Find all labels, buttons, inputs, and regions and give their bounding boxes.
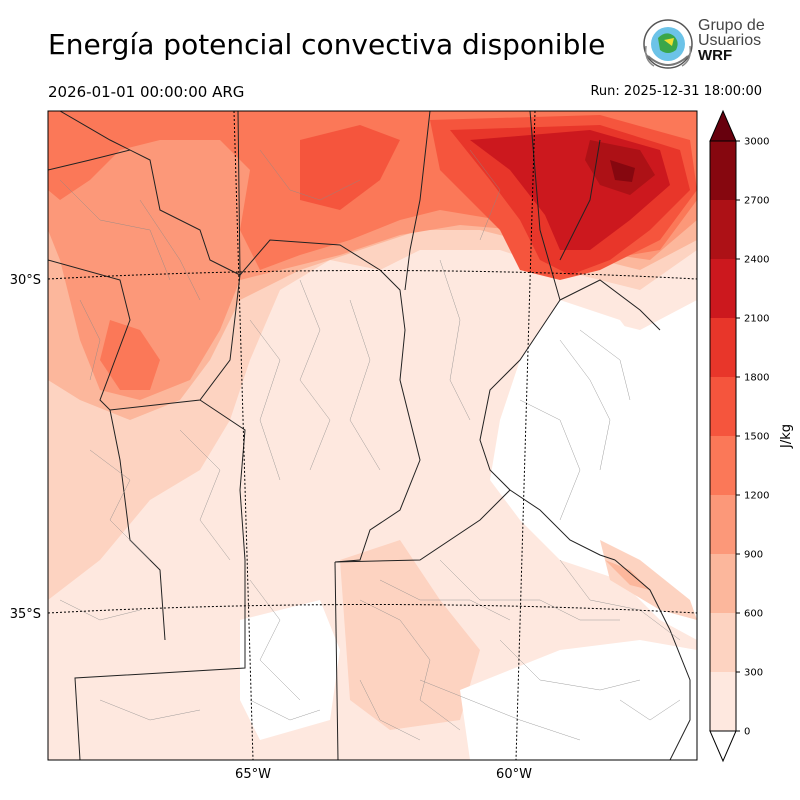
colorbar-bin — [710, 259, 736, 318]
wrf-logo: Grupo de Usuarios WRF — [640, 16, 770, 74]
logo-line-1: Grupo de — [698, 17, 765, 34]
colorbar-bin — [710, 200, 736, 259]
colorbar-tick-label: 300 — [744, 668, 763, 679]
cape-region-1500-north — [300, 125, 400, 210]
graticule — [48, 111, 697, 760]
map-title: Energía potencial convectiva disponible — [48, 28, 606, 61]
plot-frame — [47, 110, 698, 761]
colorbar: 0 300 600 900 1200 1500 1800 2100 2400 2700 3000 J/… — [709, 109, 794, 763]
cape-region-300-east-plume — [600, 540, 697, 620]
colorbar-bin — [710, 495, 736, 554]
parallel-30s — [48, 270, 697, 280]
colorbar-unit-label: J/kg — [779, 424, 794, 449]
parallel-35s — [48, 604, 697, 614]
colorbar-tick-label: 600 — [744, 609, 763, 620]
colorbar-tick-label: 1500 — [744, 432, 769, 443]
province-borders — [48, 111, 691, 760]
wrf-logo-emblem-icon — [643, 19, 693, 69]
department-borders — [59, 149, 681, 741]
lat-label-30s: 30°S — [10, 273, 41, 288]
colorbar-tick-label: 900 — [744, 550, 763, 561]
cape-region-300-south — [340, 540, 480, 730]
colorbar-tick-label: 2700 — [744, 196, 769, 207]
colorbar-tick-label: 1200 — [744, 491, 769, 502]
colorbar-tick-label: 2100 — [744, 314, 769, 325]
cape-region-zero-far-south — [460, 640, 697, 760]
logo-line-2: Usuarios — [698, 32, 762, 49]
lon-label-65w: 65°W — [235, 767, 271, 782]
colorbar-bin — [710, 613, 736, 672]
cape-region-zero-south — [240, 600, 340, 740]
cape-field — [48, 111, 697, 760]
colorbar-bin — [710, 436, 736, 495]
colorbar-tick-label: 3000 — [744, 137, 769, 148]
colorbar-under-extend — [709, 730, 737, 763]
colorbar-bin — [710, 141, 736, 200]
run-time: Run: 2025-12-31 18:00:00 — [590, 84, 762, 99]
meridian-65w — [233, 111, 254, 760]
colorbar-bin — [710, 318, 736, 377]
valid-time: 2026-01-01 00:00:00 ARG — [48, 83, 245, 101]
cape-region-1200-west-blob — [100, 320, 160, 390]
colorbar-bin — [710, 377, 736, 436]
colorbar-bin — [710, 672, 736, 731]
colorbar-tick-label: 2400 — [744, 255, 769, 266]
cape-region-zero-southeast — [490, 300, 650, 560]
cape-region-600-east-plume — [605, 560, 650, 590]
colorbar-tick-label: 1800 — [744, 373, 769, 384]
cape-region-2700 — [610, 160, 635, 182]
lat-label-35s: 35°S — [10, 607, 41, 622]
colorbar-over-extend — [709, 109, 737, 142]
meridian-60w — [515, 111, 536, 760]
colorbar-bin — [710, 554, 736, 613]
logo-line-3: WRF — [698, 47, 733, 64]
lon-label-60w: 60°W — [496, 767, 532, 782]
colorbar-tick-label: 0 — [744, 727, 750, 738]
